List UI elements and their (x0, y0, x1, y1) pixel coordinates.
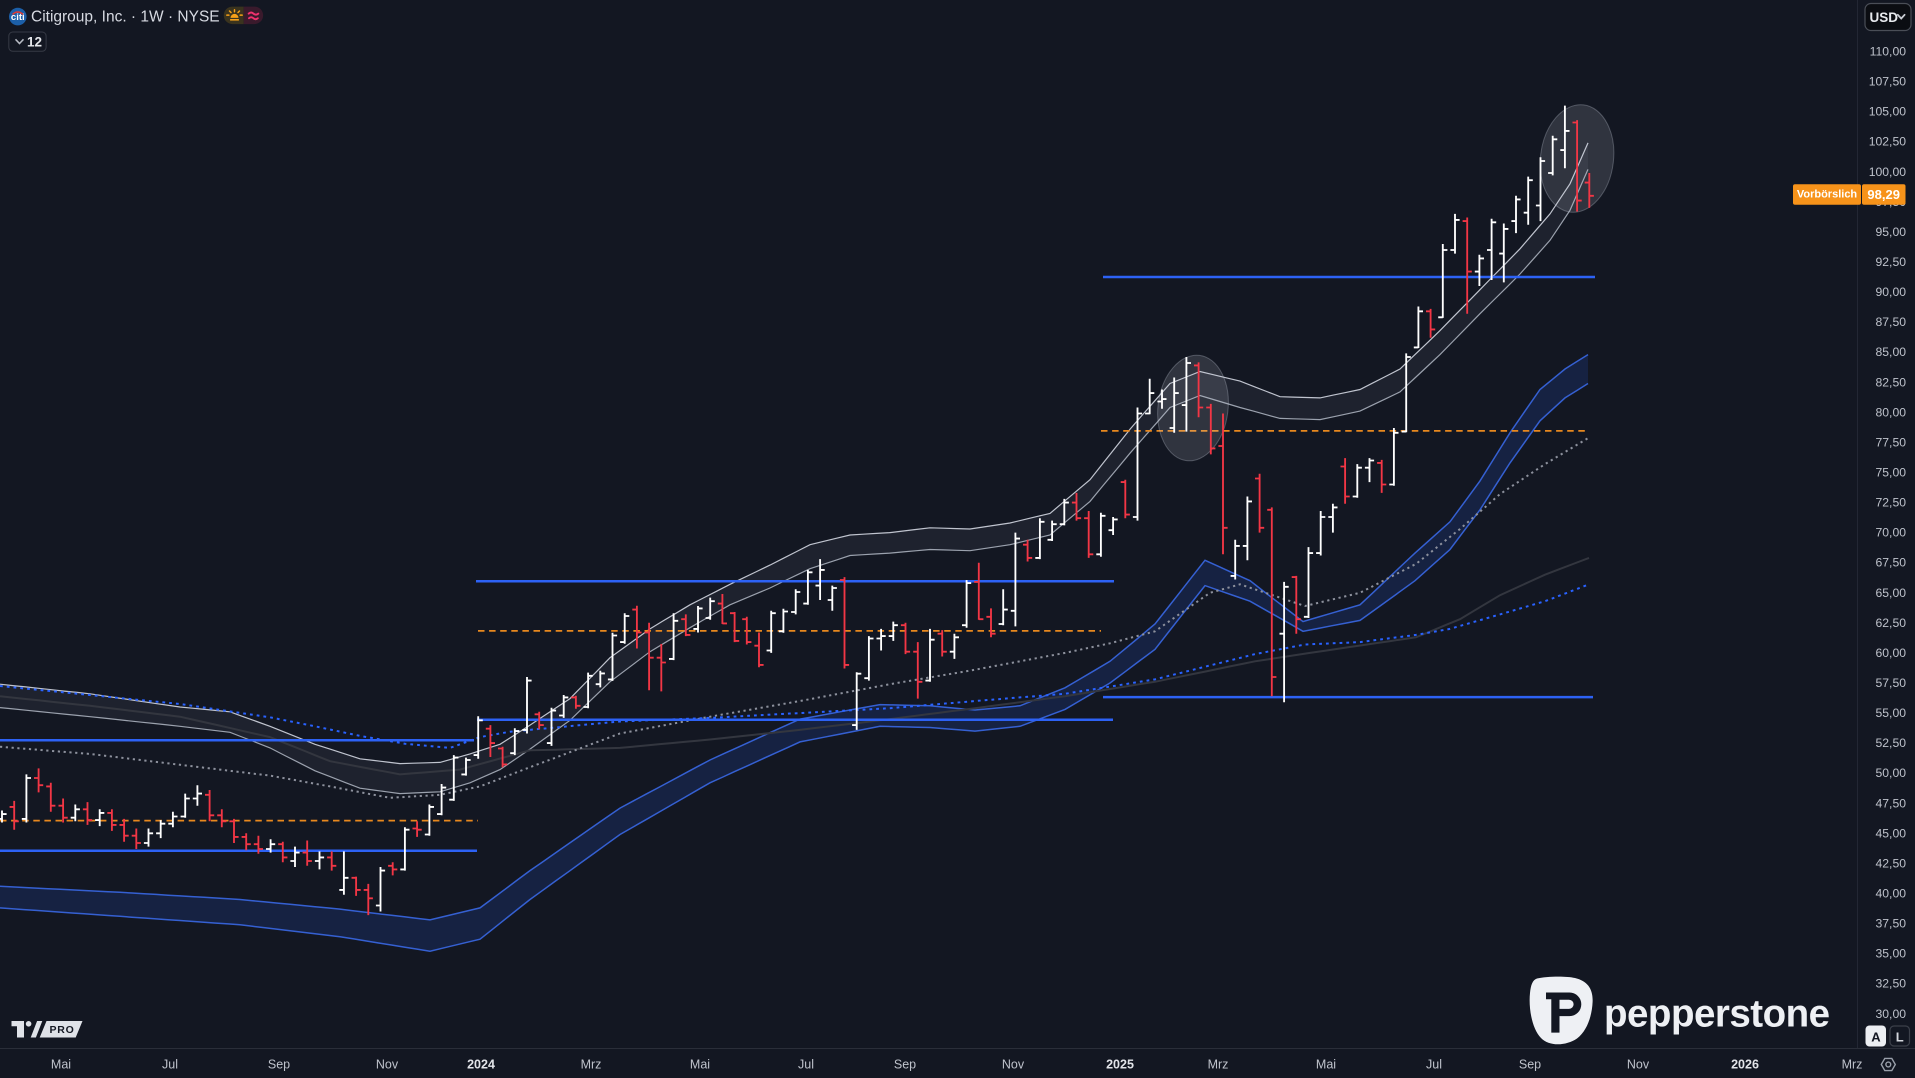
svg-text:45,00: 45,00 (1876, 826, 1907, 840)
svg-text:Jul: Jul (1426, 1058, 1442, 1072)
svg-text:2024: 2024 (467, 1058, 495, 1072)
svg-text:110,00: 110,00 (1870, 45, 1907, 59)
svg-text:35,00: 35,00 (1876, 947, 1907, 961)
svg-text:100,00: 100,00 (1869, 165, 1906, 179)
svg-text:50,00: 50,00 (1876, 766, 1907, 780)
svg-text:Mai: Mai (1316, 1058, 1336, 1072)
svg-text:98,29: 98,29 (1867, 187, 1900, 202)
svg-text:Sep: Sep (1519, 1058, 1541, 1072)
svg-text:55,00: 55,00 (1876, 706, 1907, 720)
svg-text:90,00: 90,00 (1876, 285, 1907, 299)
svg-text:2025: 2025 (1106, 1058, 1134, 1072)
svg-text:75,00: 75,00 (1876, 466, 1907, 480)
svg-text:2026: 2026 (1731, 1058, 1759, 1072)
svg-text:65,00: 65,00 (1876, 586, 1907, 600)
svg-text:85,00: 85,00 (1876, 345, 1907, 359)
svg-text:Vorbörslich: Vorbörslich (1797, 189, 1858, 201)
svg-text:30,00: 30,00 (1876, 1007, 1907, 1021)
svg-text:72,50: 72,50 (1876, 496, 1907, 510)
svg-text:40,00: 40,00 (1876, 887, 1907, 901)
svg-text:Jul: Jul (162, 1058, 178, 1072)
svg-text:Sep: Sep (268, 1058, 290, 1072)
svg-text:67,50: 67,50 (1876, 556, 1907, 570)
svg-text:Nov: Nov (1627, 1058, 1650, 1072)
svg-text:Sep: Sep (894, 1058, 916, 1072)
svg-text:citi: citi (11, 12, 25, 23)
svg-text:70,00: 70,00 (1876, 526, 1907, 540)
svg-text:USD: USD (1870, 10, 1899, 25)
svg-text:42,50: 42,50 (1876, 856, 1907, 870)
svg-text:62,50: 62,50 (1876, 616, 1907, 630)
svg-text:80,00: 80,00 (1876, 405, 1907, 419)
svg-text:47,50: 47,50 (1876, 796, 1907, 810)
svg-text:Mai: Mai (690, 1058, 710, 1072)
svg-text:32,50: 32,50 (1876, 977, 1907, 991)
svg-text:Mai: Mai (51, 1058, 71, 1072)
svg-text:PRO: PRO (50, 1024, 75, 1036)
svg-text:82,50: 82,50 (1876, 375, 1907, 389)
svg-text:37,50: 37,50 (1876, 917, 1907, 931)
svg-text:57,50: 57,50 (1876, 676, 1907, 690)
svg-text:Mrz: Mrz (581, 1058, 602, 1072)
svg-text:102,50: 102,50 (1869, 135, 1906, 149)
svg-text:12: 12 (27, 35, 42, 50)
svg-text:pepperstone: pepperstone (1604, 993, 1830, 1036)
svg-text:105,00: 105,00 (1869, 105, 1906, 119)
svg-text:Citigroup, Inc. · 1W · NYSE: Citigroup, Inc. · 1W · NYSE (31, 9, 220, 26)
svg-text:95,00: 95,00 (1876, 225, 1907, 239)
svg-text:77,50: 77,50 (1876, 435, 1907, 449)
svg-text:Nov: Nov (376, 1058, 399, 1072)
svg-text:A: A (1871, 1029, 1881, 1044)
svg-text:60,00: 60,00 (1876, 646, 1907, 660)
svg-text:107,50: 107,50 (1869, 75, 1906, 89)
svg-text:92,50: 92,50 (1876, 255, 1907, 269)
svg-text:Mrz: Mrz (1842, 1058, 1863, 1072)
svg-text:52,50: 52,50 (1876, 736, 1907, 750)
svg-text:L: L (1896, 1029, 1904, 1044)
svg-text:87,50: 87,50 (1876, 315, 1907, 329)
svg-text:Nov: Nov (1002, 1058, 1025, 1072)
svg-text:Mrz: Mrz (1208, 1058, 1229, 1072)
svg-text:Jul: Jul (798, 1058, 814, 1072)
